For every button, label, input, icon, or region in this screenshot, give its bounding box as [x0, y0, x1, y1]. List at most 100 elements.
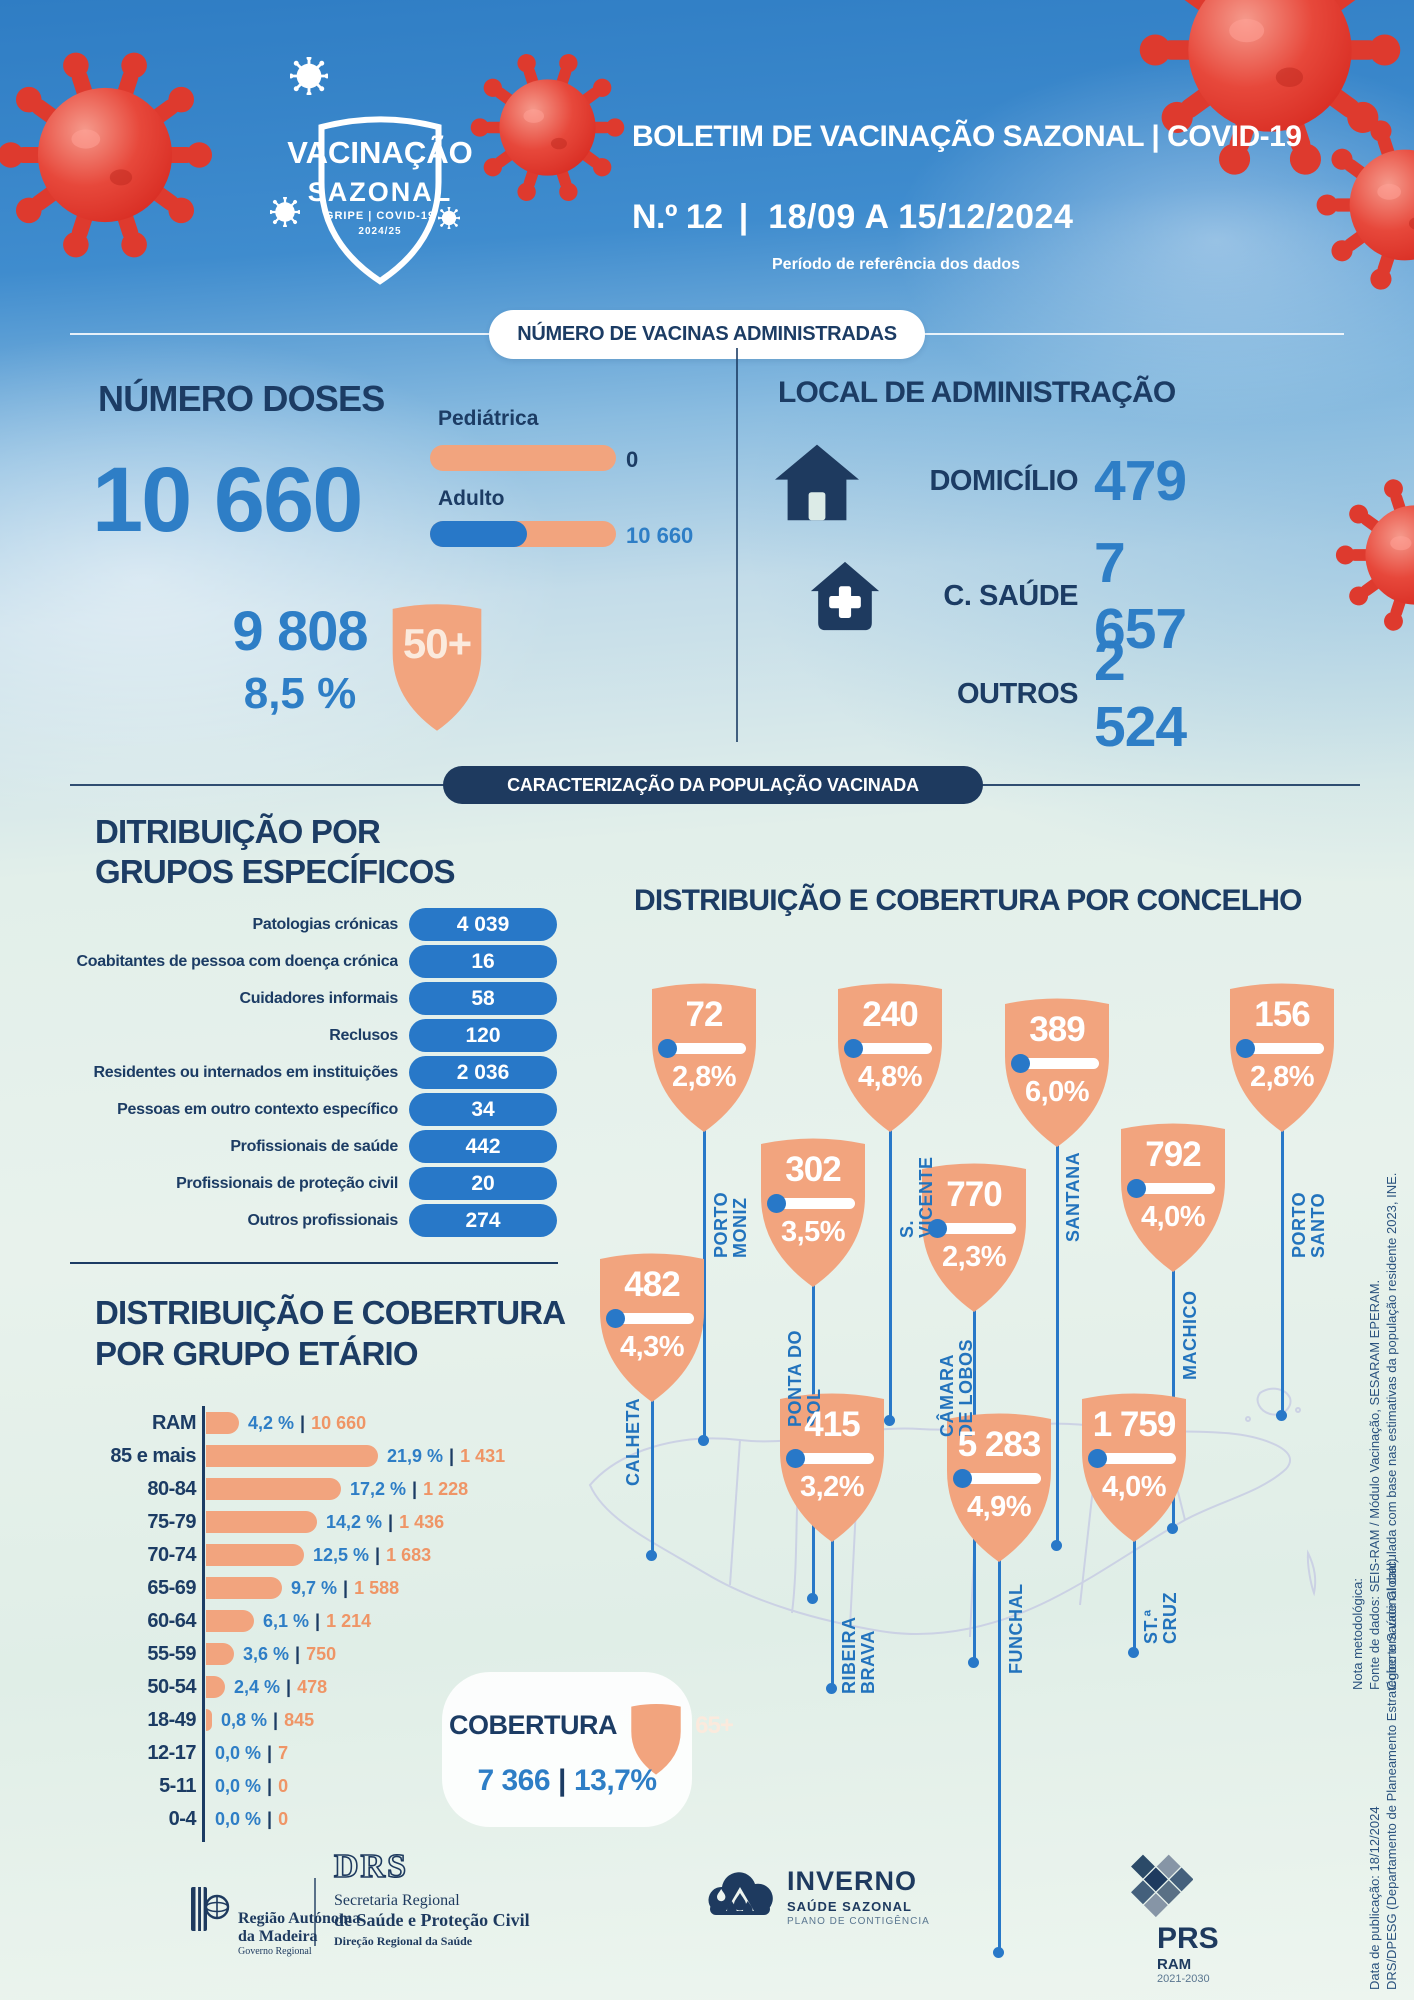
age-bar — [206, 1676, 225, 1698]
concelho-label: CALHETA — [623, 1397, 643, 1486]
concelho-coverage: 4,8% — [857, 1060, 923, 1093]
coverage-dot — [1236, 1038, 1255, 1058]
ram-line3: Governo Regional — [238, 1946, 312, 1957]
age50-badge: 50+ — [385, 596, 489, 736]
age-row: 60-64 6,1 % | 1 214 — [70, 1610, 590, 1632]
coverage-65-count: 7 366 — [477, 1764, 551, 1797]
map-pin-line — [1056, 1143, 1059, 1545]
concelho-doses: 792 — [1145, 1135, 1201, 1174]
age-label: RAM — [151, 1411, 197, 1434]
publication-line2: DRS/DPESG (Departamento de Planeamento E… — [1384, 1558, 1399, 1990]
drs-line1: Secretaria Regional — [334, 1892, 460, 1909]
age-bar-track: 17,2 % | 1 228 — [206, 1478, 468, 1500]
age-pct: 0,0 % — [215, 1808, 262, 1829]
group-label: Outros profissionais — [247, 1211, 398, 1229]
local-row-outros: OUTROS 2 524 — [772, 628, 1222, 759]
groups-title-line2: GRUPOS ESPECÍFICOS — [95, 853, 455, 890]
age-bar-track: 6,1 % | 1 214 — [206, 1610, 371, 1632]
concelho-coverage: 4,0% — [1101, 1470, 1167, 1503]
inverno-cloud-icon — [708, 1872, 773, 1915]
age-bar-track: 14,2 % | 1 436 — [206, 1511, 444, 1533]
local-section-title: LOCAL DE ADMINISTRAÇÃO — [778, 376, 1176, 409]
age-bar — [206, 1610, 254, 1632]
group-row: Profissionais de proteção civil 20 — [70, 1167, 557, 1200]
age-label: 50-54 — [147, 1675, 196, 1698]
age-bar — [206, 1445, 378, 1467]
concelho-coverage: 4,9% — [966, 1490, 1032, 1523]
bulletin-edition-line: N.º 12 | 18/09 A 15/12/2024 — [632, 198, 1073, 237]
concelho-shield-ponta-do-sol: 302 3,5% — [752, 1130, 874, 1292]
map-pin — [1128, 1647, 1139, 1658]
logo-subtitle: GRIPE | COVID-19 — [324, 210, 436, 222]
vaccination-logo: VACINAÇÃO SAZONAL GRIPE | COVID-19 2024/… — [280, 55, 480, 285]
logo-title-line1: VACINAÇÃO — [287, 135, 473, 170]
concelho-doses: 482 — [624, 1265, 680, 1304]
coverage-bar — [1088, 1448, 1176, 1468]
group-value-pill: 16 — [409, 945, 557, 978]
coverage-bar — [658, 1038, 746, 1058]
concelho-coverage: 2,8% — [1249, 1060, 1315, 1093]
age-label: 0-4 — [168, 1807, 197, 1830]
adult-value: 10 660 — [626, 523, 694, 548]
local-label: DOMICÍLIO — [929, 464, 1078, 497]
map-pin-line — [1281, 1128, 1284, 1415]
period-note: Período de referência dos dados — [772, 256, 1021, 273]
prs-logo-block: PRS RAM 2021-2030 — [1115, 1845, 1235, 1985]
map-pin-line — [831, 1538, 834, 1688]
group-value-pill: 442 — [409, 1130, 557, 1163]
age-bar-track: 0,0 % | 0 — [206, 1808, 288, 1830]
publication-note: Data de publicação: 18/12/2024 DRS/DPESG… — [1366, 1558, 1400, 1990]
inverno-name: INVERNO — [787, 1866, 918, 1896]
concelho-coverage: 3,5% — [780, 1215, 846, 1248]
age-count: 0 — [278, 1808, 289, 1829]
ram-text-line1: Região Autónoma — [238, 1910, 361, 1927]
age-row: 80-84 17,2 % | 1 228 — [70, 1478, 590, 1500]
age-row: 18-49 0,8 % | 845 — [70, 1709, 590, 1731]
coverage-dot — [1127, 1178, 1146, 1198]
age-label: 55-59 — [147, 1642, 196, 1665]
separator: | — [558, 1764, 566, 1797]
local-value: 2 524 — [1094, 629, 1187, 759]
concelho-label: FUNCHAL — [1006, 1583, 1026, 1675]
concelho-label: PORTO MONIZ — [711, 1191, 750, 1258]
age65-badge: 65+ — [627, 1700, 734, 1777]
age-bar-track: 12,5 % | 1 683 — [206, 1544, 431, 1566]
groups-bottom-rule — [70, 1262, 558, 1264]
coverage-bar — [767, 1193, 855, 1213]
group-row: Reclusos 120 — [70, 1019, 557, 1052]
local-label: C. SAÚDE — [943, 579, 1078, 612]
adult-bar — [430, 521, 616, 547]
group-value-pill: 274 — [409, 1204, 557, 1237]
logo-title-line2: SAZONAL — [307, 177, 453, 207]
map-pin-line — [889, 1128, 892, 1420]
age-label: 5-11 — [159, 1774, 196, 1797]
age-count: 1 436 — [399, 1511, 445, 1532]
age-separator: | — [375, 1544, 381, 1565]
age-label: 85 e mais — [110, 1444, 196, 1467]
group-value-pill: 34 — [409, 1093, 557, 1126]
age-chart: RAM 4,2 % | 10 660 85 e mais 21,9 % | 1 431 80… — [70, 1412, 590, 1841]
coverage-bar — [786, 1448, 874, 1468]
concelho-shield-santana: 389 6,0% — [996, 990, 1118, 1152]
drs-line3: Direção Regional da Saúde — [334, 1934, 473, 1948]
coverage-dot — [786, 1448, 805, 1468]
age65-badge-label: 65+ — [695, 1712, 734, 1739]
concelho-shield-s-vicente: 240 4,8% — [829, 975, 951, 1137]
age-pct: 9,7 % — [291, 1577, 338, 1598]
concelho-doses: 389 — [1029, 1010, 1085, 1049]
inverno-text: INVERNO SAÚDE SAZONAL PLANO DE CONTIGÊNC… — [787, 1866, 930, 1928]
age-label: 65-69 — [147, 1576, 196, 1599]
total-doses-value: 10 660 — [92, 449, 363, 551]
group-label: Patologias crónicas — [252, 915, 398, 933]
age50-badge-label: 50+ — [402, 620, 472, 667]
age-bar — [206, 1544, 304, 1566]
concelho-coverage: 6,0% — [1024, 1075, 1090, 1108]
map-pin — [1051, 1540, 1062, 1551]
map-pin — [1276, 1410, 1287, 1421]
age-separator: | — [286, 1676, 292, 1697]
age-count: 0 — [278, 1775, 289, 1796]
coverage-dot — [844, 1038, 863, 1058]
concelho-doses: 415 — [804, 1405, 860, 1444]
group-label: Profissionais de proteção civil — [176, 1174, 398, 1192]
